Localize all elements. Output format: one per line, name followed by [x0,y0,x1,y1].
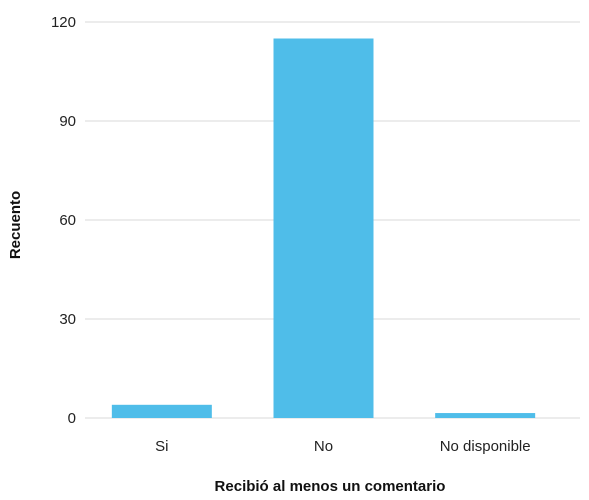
x-tick-label: No disponible [440,438,531,455]
y-tick-label: 60 [59,212,76,229]
x-axis-ticks: Si No No disponible [155,438,530,455]
y-axis-title: Recuento [7,191,24,259]
x-tick-label: No [314,438,333,455]
bar-no [273,38,374,418]
bars [111,38,536,418]
bar-si [111,404,212,418]
y-tick-label: 30 [59,311,76,328]
y-tick-label: 0 [68,410,76,427]
bar-no-disponible [435,413,536,418]
y-tick-label: 90 [59,113,76,130]
y-axis-ticks: 0 30 60 90 120 [51,14,76,427]
x-axis-title: Recibió al menos un comentario [215,478,446,495]
x-tick-label: Si [155,438,168,455]
y-tick-label: 120 [51,14,76,31]
